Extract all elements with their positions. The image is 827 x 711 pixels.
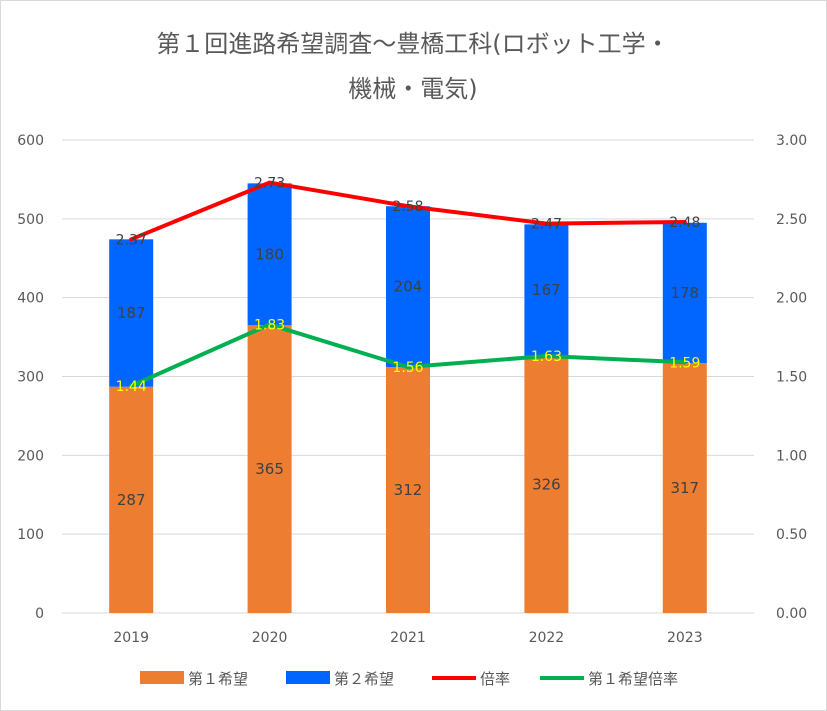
y-left-tick-label: 100 xyxy=(17,527,44,543)
legend-label: 第１希望 xyxy=(188,670,248,688)
x-tick-label: 2019 xyxy=(113,630,149,646)
y-left-tick-label: 300 xyxy=(17,370,44,386)
bar-first-choice xyxy=(109,386,154,613)
ratio-line xyxy=(129,180,687,242)
x-tick-label: 2020 xyxy=(252,630,288,646)
ratio-data-label: 2.47 xyxy=(531,217,562,233)
bar-first-choice xyxy=(386,367,430,613)
bar-first-choice xyxy=(524,356,569,613)
first-choice-ratio-data-label: 1.44 xyxy=(116,379,147,395)
bar-second-choice-label: 167 xyxy=(532,281,561,299)
ratio-data-label: 2.73 xyxy=(254,176,285,192)
legend-label: 第２希望 xyxy=(334,670,394,688)
first-choice-ratio-data-label: 1.63 xyxy=(531,349,562,365)
y-right-tick-label: 0.50 xyxy=(776,527,807,543)
bar-second-choice-label: 180 xyxy=(255,245,284,263)
y-right-tick-label: 2.50 xyxy=(776,212,807,228)
bar-first-choice xyxy=(247,325,292,613)
bar-first-choice-label: 365 xyxy=(255,460,284,478)
bar-second-choice xyxy=(109,239,154,387)
bar-first-choice xyxy=(662,363,707,613)
bar-first-choice-label: 312 xyxy=(394,481,423,499)
bar-first-choice-label: 326 xyxy=(532,476,561,494)
bar-second-choice xyxy=(662,222,707,364)
y-left-tick-label: 200 xyxy=(17,448,44,464)
bar-second-choice xyxy=(247,183,292,326)
chart-title-line: 第１回進路希望調査～豊橋工科(ロボット工学・ xyxy=(156,30,669,58)
y-left-tick-label: 600 xyxy=(17,133,44,149)
legend-label: 第１希望倍率 xyxy=(588,670,678,688)
bar-second-choice xyxy=(524,224,569,357)
y-right-tick-label: 1.00 xyxy=(776,448,807,464)
y-left-tick-label: 0 xyxy=(35,606,44,622)
y-right-tick-label: 0.00 xyxy=(776,606,807,622)
y-right-tick-label: 2.00 xyxy=(776,291,807,307)
legend-swatch xyxy=(140,671,184,684)
bar-second-choice-label: 187 xyxy=(117,304,146,322)
first-choice-ratio-data-label: 1.83 xyxy=(254,317,285,333)
y-right-tick-label: 3.00 xyxy=(776,133,807,149)
x-tick-label: 2021 xyxy=(390,630,426,646)
y-right-tick-label: 1.50 xyxy=(776,370,807,386)
x-tick-label: 2022 xyxy=(529,630,565,646)
bar-second-choice xyxy=(386,206,430,368)
legend-label: 倍率 xyxy=(480,670,510,688)
legend-swatch xyxy=(286,671,330,684)
chart-title-line: 機械・電気) xyxy=(348,75,477,103)
y-left-tick-label: 500 xyxy=(17,212,44,228)
bar-second-choice-label: 204 xyxy=(394,278,423,296)
ratio-data-label: 2.58 xyxy=(392,199,423,215)
y-left-tick-label: 400 xyxy=(17,291,44,307)
bar-second-choice-label: 178 xyxy=(670,284,699,302)
ratio-data-label: 2.37 xyxy=(116,232,147,248)
bar-first-choice-label: 287 xyxy=(117,491,146,509)
bar-first-choice-label: 317 xyxy=(670,479,699,497)
x-tick-label: 2023 xyxy=(667,630,703,646)
ratio-data-label: 2.48 xyxy=(669,215,700,231)
first-choice-ratio-data-label: 1.56 xyxy=(392,360,423,376)
first-choice-ratio-line xyxy=(129,322,687,388)
first-choice-ratio-data-label: 1.59 xyxy=(669,355,700,371)
